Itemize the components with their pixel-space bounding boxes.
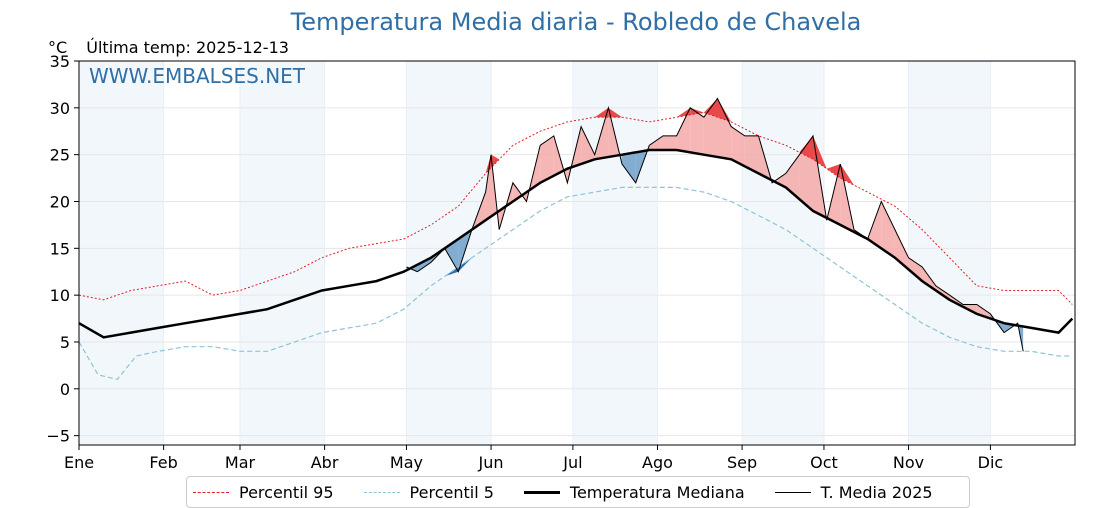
- fill-above-median: [540, 135, 554, 183]
- chart-subtitle: °C Última temp: 2025-12-13: [48, 38, 289, 57]
- fill-above-p95: [491, 154, 500, 168]
- fill-above-p95: [840, 164, 854, 186]
- fill-above-p95: [608, 107, 623, 118]
- month-bands: [79, 61, 991, 445]
- legend-swatch-p5: [363, 491, 400, 493]
- x-tick-label-jul: Jul: [562, 453, 582, 472]
- fill-above-median: [581, 126, 595, 165]
- fill-above-median: [731, 126, 745, 167]
- fill-above-median: [785, 154, 800, 200]
- legend-label-median: Temperatura Mediana: [569, 482, 745, 502]
- x-tick-label-mar: Mar: [225, 453, 256, 472]
- x-tick-label-ene: Ene: [64, 453, 94, 472]
- axes: −5 0 5 10 15 20 25 30 35 Ene Feb Mar Abr May Jun Jul Ago…: [46, 52, 1076, 472]
- fill-above-median: [867, 201, 882, 249]
- month-band-ene: [79, 61, 164, 445]
- x-tick-label-oct: Oct: [810, 453, 838, 472]
- last-temp-label: Última temp: 2025-12-13: [86, 38, 289, 57]
- series-line-percentil-95: [78, 111, 1073, 305]
- y-tick-label: 30: [50, 99, 70, 118]
- legend-swatch-current: [774, 491, 811, 493]
- series-line-temperatura-mediana: [78, 148, 1074, 339]
- fill-above-median: [676, 107, 691, 153]
- legend-swatch-p95: [193, 491, 229, 493]
- x-tick-label-sep: Sep: [727, 453, 757, 472]
- fill-above-p95: [717, 98, 732, 122]
- legend-item-current: T. Media 2025: [774, 482, 933, 502]
- y-tick-label: 10: [50, 286, 70, 305]
- fill-above-p95: [826, 164, 841, 179]
- legend-label-current: T. Media 2025: [820, 482, 933, 502]
- x-tick-label-jun: Jun: [478, 453, 504, 472]
- x-tick-label-nov: Nov: [893, 453, 924, 472]
- plot-frame: [78, 60, 1076, 446]
- fill-above-p95: [813, 135, 827, 169]
- legend: Percentil 95 Percentil 5 Temperatura Med…: [186, 476, 970, 508]
- fill-above-median: [662, 135, 677, 150]
- fill-above-median: [881, 201, 895, 258]
- month-band-sep: [742, 61, 824, 445]
- y-tick-label: 0: [60, 380, 70, 399]
- fill-above-median: [744, 135, 759, 174]
- fill-above-median: [772, 173, 786, 188]
- x-tick-label-ago: Ago: [642, 453, 673, 472]
- series-lines: [78, 97, 1074, 381]
- month-band-nov: [908, 61, 991, 445]
- watermark: WWW.EMBALSES.NET: [89, 64, 306, 88]
- unit-label: °C: [48, 38, 68, 57]
- fill-above-median: [485, 154, 492, 221]
- fill-above-p95: [799, 135, 814, 160]
- x-tick-label-feb: Feb: [149, 453, 177, 472]
- y-tick-label: 5: [60, 333, 70, 352]
- fill-above-median: [922, 267, 936, 291]
- fill-above-p95: [594, 107, 609, 118]
- month-band-mar: [239, 61, 325, 445]
- y-tick-label: 15: [50, 239, 70, 258]
- fill-above-median: [908, 257, 923, 282]
- series-line-t-media-2025: [406, 97, 1024, 352]
- series-line-percentil-5: [78, 186, 1073, 381]
- legend-item-p5: Percentil 5: [363, 482, 494, 502]
- fill-above-median: [690, 107, 704, 155]
- fill-below-median: [622, 152, 636, 183]
- legend-label-p95: Percentil 95: [239, 482, 334, 502]
- y-tick-label: 35: [50, 52, 70, 71]
- month-band-jul: [572, 61, 658, 445]
- legend-label-p5: Percentil 5: [409, 482, 494, 502]
- legend-item-median: Temperatura Mediana: [523, 482, 745, 502]
- fill-above-median: [649, 135, 663, 150]
- x-tick-label-dic: Dic: [978, 453, 1004, 472]
- y-tick-label: 20: [50, 192, 70, 211]
- x-tick-label-may: May: [390, 453, 423, 472]
- x-tick-label-abr: Abr: [311, 453, 339, 472]
- chart-title: Temperatura Media diaria - Robledo de Ch…: [290, 8, 862, 36]
- legend-swatch-median: [523, 490, 560, 494]
- y-tick-label: 25: [50, 146, 70, 165]
- fill-below-median: [417, 257, 432, 272]
- fill-below-p5: [458, 257, 472, 272]
- legend-item-p95: Percentil 95: [193, 483, 334, 502]
- y-tick-label: −5: [46, 427, 70, 446]
